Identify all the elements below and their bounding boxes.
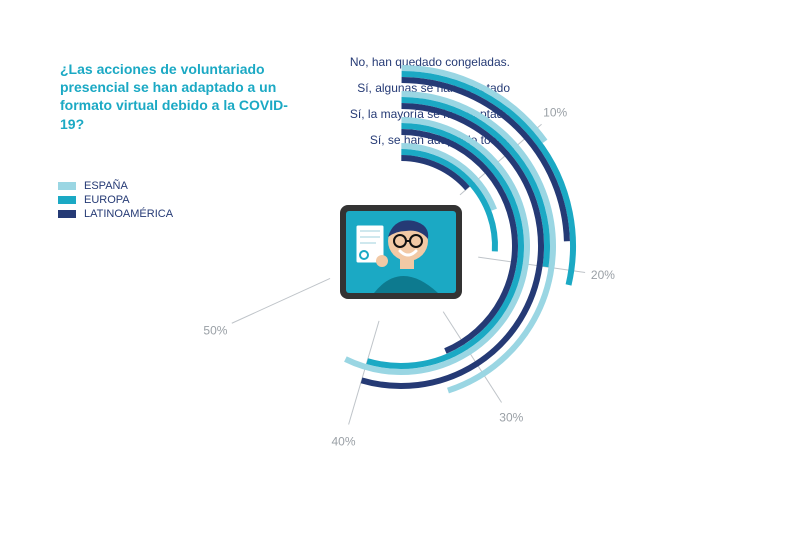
radial-bar-latam [401,158,467,188]
radial-bar-europa [367,126,521,366]
center-illustration [340,205,462,299]
legend-label-europa: EUROPA [84,194,130,206]
axis-tick-label: 10% [543,105,567,119]
axis-tick-label: 40% [332,435,356,449]
category-label: Sí, la mayoría se ha adaptado [320,108,510,120]
category-label: No, han quedado congeladas. [320,56,510,68]
legend-item: LATINOAMÉRICA [58,208,173,220]
legend-item: EUROPA [58,194,173,206]
legend-label-latam: LATINOAMÉRICA [84,208,173,220]
axis-tick-label: 30% [499,411,523,425]
radial-bar-latam [401,132,515,351]
chart-title: ¿Las acciones de voluntariado presencial… [60,60,290,133]
legend: ESPAÑA EUROPA LATINOAMÉRICA [58,180,173,222]
category-label: Sí, algunas se han adaptado [320,82,510,94]
legend-swatch-europa [58,196,76,204]
category-labels: No, han quedado congeladas. Sí, algunas … [320,56,510,160]
axis-tick-label: 50% [203,324,227,338]
radial-bar-europa [401,152,495,251]
legend-swatch-espana [58,182,76,190]
legend-label-espana: ESPAÑA [84,180,128,192]
axis-tick-label: 20% [591,268,615,282]
legend-item: ESPAÑA [58,180,173,192]
legend-swatch-latam [58,210,76,218]
category-label: Sí, se han adaptado todas [320,134,510,146]
